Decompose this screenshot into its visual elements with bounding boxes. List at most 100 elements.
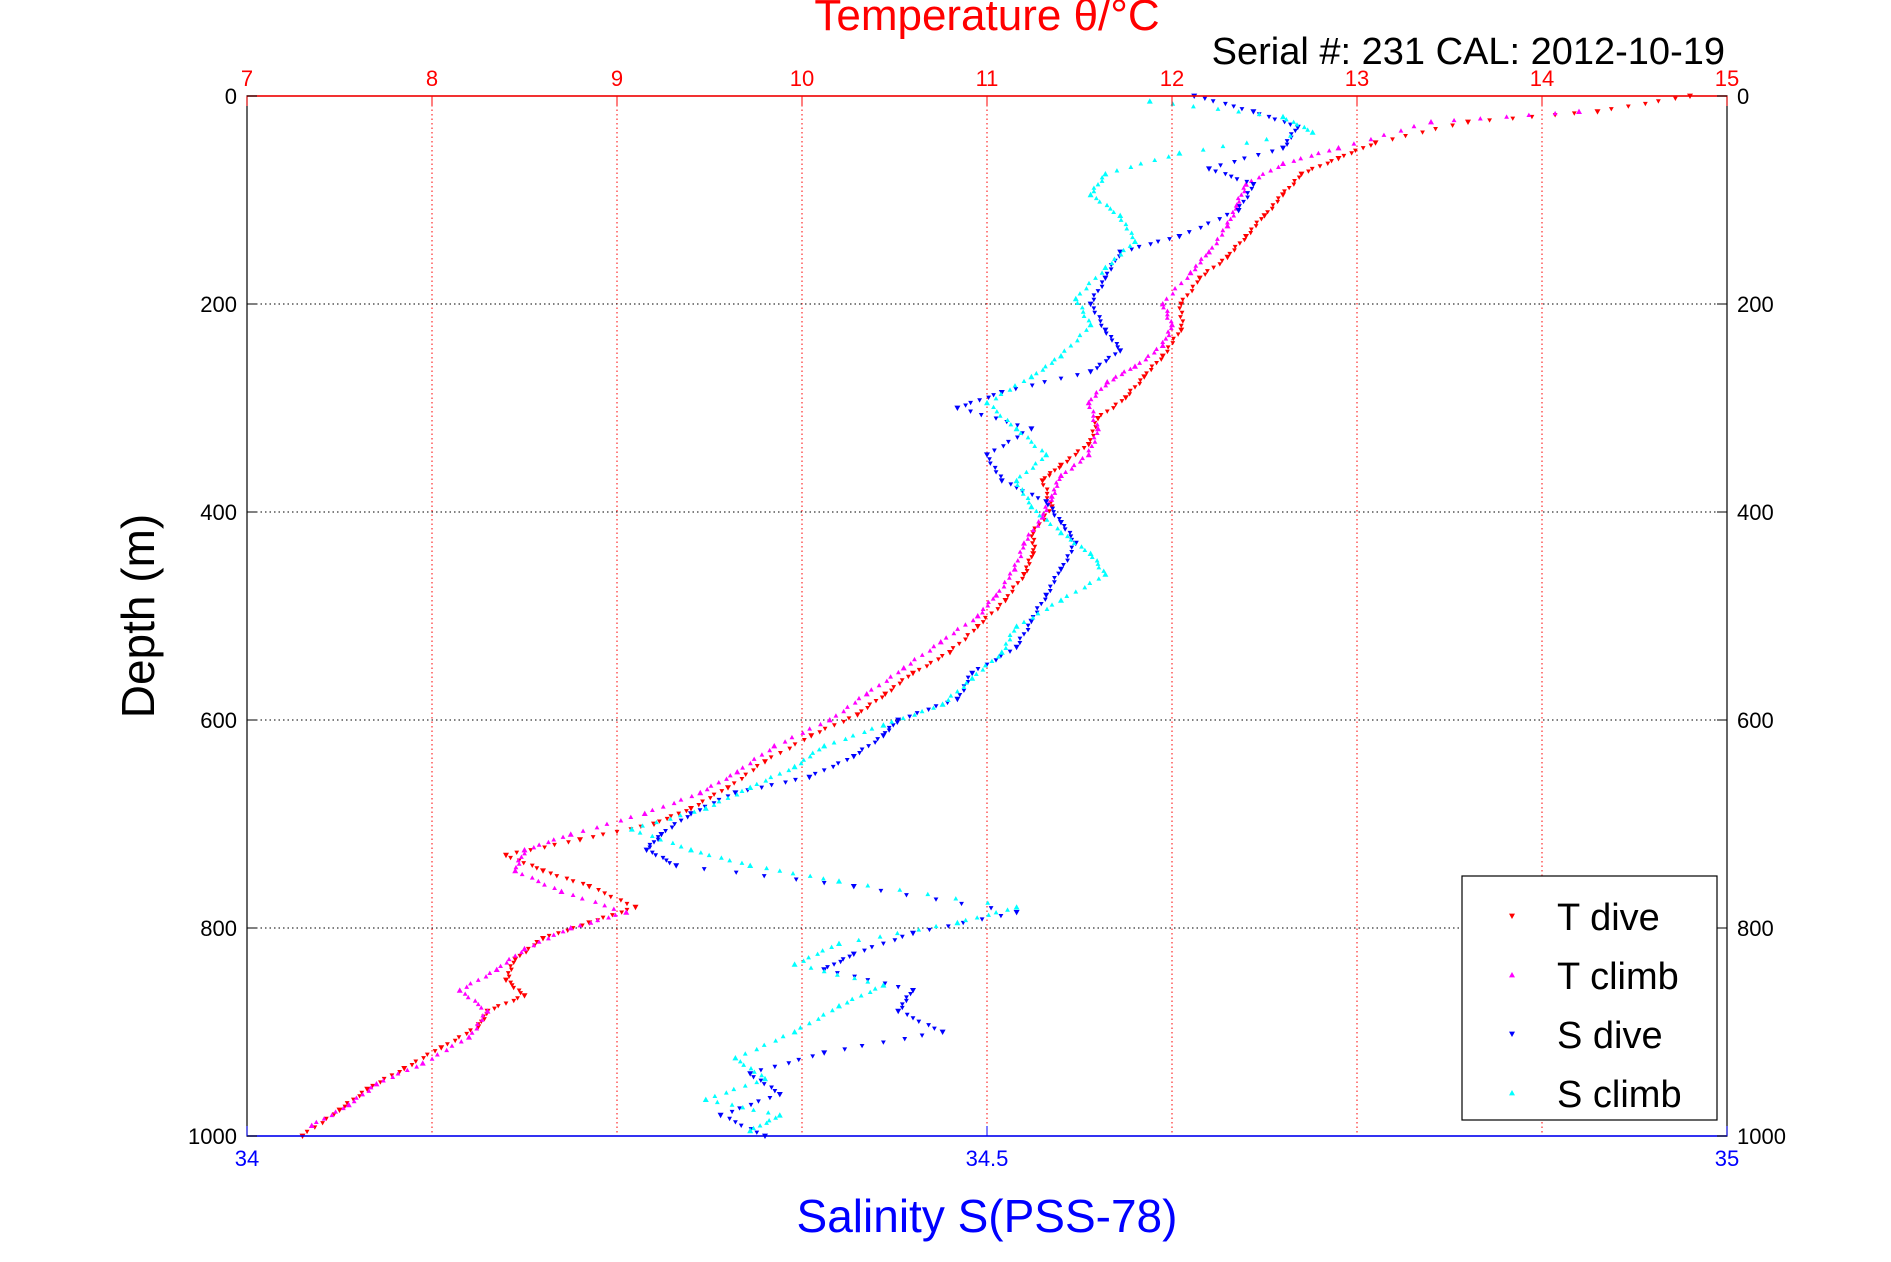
data-point [1291, 182, 1297, 187]
data-point [1272, 117, 1278, 122]
top-axis-tick-label: 12 [1160, 66, 1184, 91]
data-point [1057, 476, 1062, 481]
data-point [862, 948, 867, 953]
data-point [998, 474, 1004, 479]
data-point [776, 1092, 783, 1098]
data-point [806, 955, 811, 960]
data-point [724, 776, 729, 781]
data-point [381, 1076, 387, 1082]
data-point [1001, 584, 1007, 589]
right-axis-tick-label: 1000 [1737, 1124, 1786, 1149]
data-point [1185, 293, 1190, 298]
data-point [535, 878, 541, 884]
data-point [667, 861, 673, 866]
data-point [978, 413, 984, 418]
data-point [444, 1047, 450, 1053]
data-point [1069, 545, 1075, 550]
data-point [697, 808, 703, 813]
data-point [1099, 284, 1105, 290]
data-point [865, 883, 871, 888]
data-point [977, 398, 982, 403]
data-point [1094, 366, 1100, 371]
data-point [691, 809, 697, 814]
data-point [368, 1085, 374, 1090]
data-point [857, 751, 862, 756]
data-point [800, 730, 806, 735]
data-point [1224, 223, 1231, 229]
data-point [1092, 310, 1098, 316]
data-point [821, 743, 828, 749]
data-point [872, 986, 878, 991]
data-point [1029, 383, 1035, 388]
data-point [1024, 569, 1030, 574]
data-point [1091, 306, 1097, 311]
data-point [1136, 244, 1142, 250]
data-point [895, 930, 900, 936]
legend-label: S climb [1557, 1074, 1682, 1116]
data-point [678, 818, 684, 823]
data-point [1050, 506, 1056, 511]
data-point [1077, 459, 1083, 464]
data-point [1228, 174, 1234, 179]
data-point [886, 725, 892, 731]
data-point [452, 1038, 458, 1044]
data-point [542, 882, 547, 887]
top-axis-tick-label: 11 [976, 66, 999, 91]
data-point [1276, 164, 1281, 169]
data-point [1011, 566, 1018, 572]
data-point [1044, 487, 1050, 492]
data-point [801, 757, 807, 762]
data-point [531, 845, 537, 850]
data-point [748, 1066, 754, 1071]
data-point [1044, 496, 1050, 501]
data-point [1037, 513, 1043, 518]
data-point [899, 1005, 905, 1011]
data-point [641, 810, 648, 816]
data-point [895, 669, 901, 675]
data-point [516, 861, 522, 866]
data-point [1091, 433, 1096, 439]
data-point [696, 803, 702, 808]
data-point [761, 1082, 767, 1087]
data-point [1237, 204, 1242, 209]
data-point [1224, 212, 1230, 218]
top-axis-tick-label: 7 [241, 66, 253, 91]
data-point [1095, 416, 1101, 422]
data-point [1091, 293, 1097, 298]
data-point [850, 733, 856, 738]
data-point [980, 606, 986, 611]
data-point [1002, 579, 1008, 585]
data-point [650, 807, 655, 813]
data-point [993, 658, 999, 663]
data-point [1152, 157, 1158, 163]
data-point [1111, 406, 1116, 411]
data-point [1672, 96, 1678, 101]
data-point [997, 413, 1003, 418]
data-point [741, 1062, 747, 1067]
data-point [1052, 513, 1057, 518]
data-point [1178, 280, 1184, 286]
data-point [985, 900, 991, 905]
data-point [1198, 225, 1204, 231]
data-point [771, 743, 778, 749]
data-point [1164, 315, 1170, 320]
data-point [950, 646, 956, 651]
data-point [1137, 381, 1143, 387]
data-point [518, 991, 524, 996]
data-point [716, 799, 722, 804]
data-point [1045, 503, 1051, 508]
data-point [1256, 175, 1262, 180]
data-point [1245, 191, 1251, 196]
data-point [939, 653, 945, 659]
data-point [822, 726, 828, 732]
data-point [1021, 632, 1027, 637]
data-point [925, 891, 931, 897]
data-point [649, 850, 655, 855]
data-point [856, 695, 862, 701]
data-point [676, 811, 682, 816]
data-point [517, 953, 523, 959]
chart-subtitle: Serial #: 231 CAL: 2012-10-19 [1212, 31, 1725, 73]
data-point [505, 971, 511, 976]
data-point [1178, 323, 1184, 329]
data-point [1232, 159, 1237, 165]
